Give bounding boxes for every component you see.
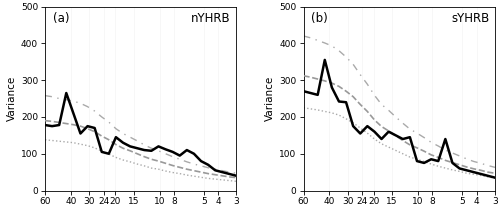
Text: (b): (b) <box>311 12 328 25</box>
Y-axis label: Variance: Variance <box>6 76 16 121</box>
Y-axis label: Variance: Variance <box>265 76 275 121</box>
Text: (a): (a) <box>52 12 69 25</box>
Text: nYHRB: nYHRB <box>191 12 230 25</box>
Text: sYHRB: sYHRB <box>451 12 490 25</box>
